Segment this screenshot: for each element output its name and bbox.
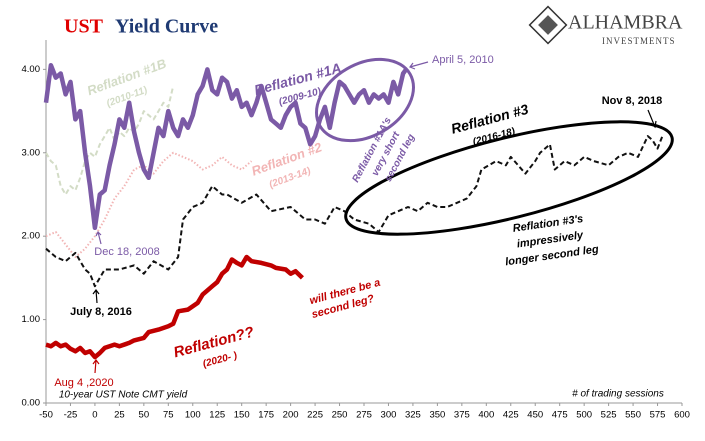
annotations: Reflation #1B (2010-11) Reflation #1A (2… <box>54 54 664 401</box>
y-tick-label: 2.00 <box>22 231 41 242</box>
series-line <box>45 135 664 288</box>
annotation: 10-year UST Note CMT yield <box>59 390 188 401</box>
x-tick-label: 275 <box>356 410 372 421</box>
y-tick-label: 1.00 <box>22 314 41 325</box>
arrow <box>647 109 657 129</box>
logo-sub: INVESTMENTS <box>602 36 676 46</box>
chart-title-prefix: UST <box>64 16 104 38</box>
annotation: April 5, 2010 <box>432 54 494 66</box>
x-tick-label: 450 <box>527 410 543 421</box>
x-tick-label: 325 <box>405 410 421 421</box>
x-tick-label: 175 <box>258 410 274 421</box>
x-tick-label: 375 <box>454 410 470 421</box>
x-tick-label: 25 <box>114 410 125 421</box>
x-tick-label: 300 <box>381 410 397 421</box>
series-line <box>45 85 175 196</box>
logo-name: ALHAMBRA <box>568 12 683 34</box>
y-tick-label: 4.00 <box>22 64 41 75</box>
annotation: Dec 18, 2008 <box>94 246 159 258</box>
annotation: # of trading sessions <box>572 389 664 400</box>
x-tick-label: 75 <box>163 410 174 421</box>
annotation: Aug 4 ,2020 <box>54 377 113 389</box>
chart-title: Yield Curve <box>115 16 218 38</box>
annotation: (2020- ) <box>202 350 239 370</box>
x-tick-label: 525 <box>601 410 617 421</box>
series-label: Reflation #3 <box>449 101 530 137</box>
x-tick-label: -50 <box>39 410 53 421</box>
x-tick-label: 500 <box>576 410 592 421</box>
logo-icon-inner <box>538 15 558 35</box>
x-tick-label: 475 <box>552 410 568 421</box>
annotation: Nov 8, 2018 <box>602 95 663 107</box>
y-tick-label: 0.00 <box>22 398 41 409</box>
x-tick-label: 600 <box>674 410 690 421</box>
arrow <box>92 359 100 374</box>
x-tick-label: 225 <box>307 410 323 421</box>
arrow <box>95 230 102 245</box>
arrow <box>92 289 100 304</box>
x-tick-label: 250 <box>332 410 348 421</box>
y-tick-label: 3.00 <box>22 147 41 158</box>
logo-icon <box>528 5 568 45</box>
annotation: July 8, 2016 <box>70 306 132 318</box>
x-tick-label: 425 <box>503 410 519 421</box>
arrow <box>409 61 429 70</box>
plot <box>43 62 664 360</box>
x-tick-label: 125 <box>209 410 225 421</box>
logo: ALHAMBRA INVESTMENTS <box>528 5 683 46</box>
series-line <box>45 254 304 360</box>
x-tick-label: -25 <box>64 410 78 421</box>
x-tick-label: 200 <box>283 410 299 421</box>
series-line <box>43 62 408 231</box>
x-tick-label: 575 <box>650 410 666 421</box>
x-tick-label: 100 <box>185 410 201 421</box>
x-tick-label: 550 <box>625 410 641 421</box>
x-tick-label: 50 <box>139 410 150 421</box>
x-tick-label: 400 <box>478 410 494 421</box>
arrows <box>92 61 657 374</box>
highlight-ellipse <box>344 120 674 236</box>
highlight-ellipse <box>315 57 415 143</box>
x-tick-label: 350 <box>429 410 445 421</box>
x-tick-label: 0 <box>92 410 97 421</box>
x-tick-label: 150 <box>234 410 250 421</box>
